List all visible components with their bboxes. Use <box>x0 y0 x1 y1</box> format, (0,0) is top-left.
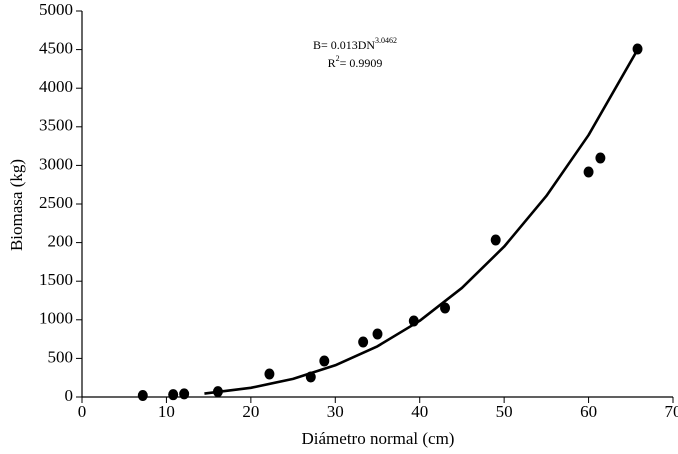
data-point <box>490 234 501 246</box>
data-point <box>168 389 179 401</box>
x-axis-label: Diámetro normal (cm) <box>302 429 455 448</box>
equation: B= 0.013DN3.0462 <box>313 36 397 52</box>
data-point <box>440 302 451 314</box>
x-tick-label: 20 <box>242 402 259 421</box>
fit-curve <box>204 46 641 395</box>
y-tick-label: 5000 <box>39 0 73 19</box>
x-tick-label: 60 <box>580 402 597 421</box>
r-text: R <box>328 56 336 70</box>
data-point <box>305 371 316 383</box>
data-point <box>179 388 190 400</box>
equation-exponent: 3.0462 <box>375 36 397 45</box>
x-tick-label: 0 <box>78 402 87 421</box>
y-tick-label: 4000 <box>39 77 73 96</box>
y-tick-label: 500 <box>48 347 74 366</box>
data-point <box>212 386 223 398</box>
equation-text: B= 0.013DN <box>313 38 375 52</box>
data-point <box>319 355 330 367</box>
y-tick-label: 2500 <box>39 193 73 212</box>
y-axis-label: Biomasa (kg) <box>7 159 26 251</box>
y-tick-label: 1000 <box>39 309 73 328</box>
data-point <box>632 43 643 55</box>
data-point <box>358 336 369 348</box>
x-tick-label: 40 <box>411 402 428 421</box>
y-tick-label: 3000 <box>39 154 73 173</box>
y-tick-label: 3500 <box>39 116 73 135</box>
data-point <box>264 368 275 380</box>
data-point <box>372 328 383 340</box>
data-point <box>595 152 606 164</box>
x-tick-label: 10 <box>158 402 175 421</box>
x-tick-label: 30 <box>327 402 344 421</box>
r-squared: R2= 0.9909 <box>328 54 383 70</box>
y-tick-label: 1500 <box>39 270 73 289</box>
data-point <box>408 315 419 327</box>
y-tick-label: 0 <box>65 386 74 405</box>
y-tick-label: 200 <box>48 232 74 251</box>
data-point <box>137 389 148 401</box>
r-value: = 0.9909 <box>340 56 383 70</box>
x-tick-label: 50 <box>496 402 513 421</box>
data-point <box>583 166 594 178</box>
r-exponent: 2 <box>336 54 340 63</box>
x-tick-label: 70 <box>665 402 678 421</box>
y-tick-label: 4500 <box>39 39 73 58</box>
